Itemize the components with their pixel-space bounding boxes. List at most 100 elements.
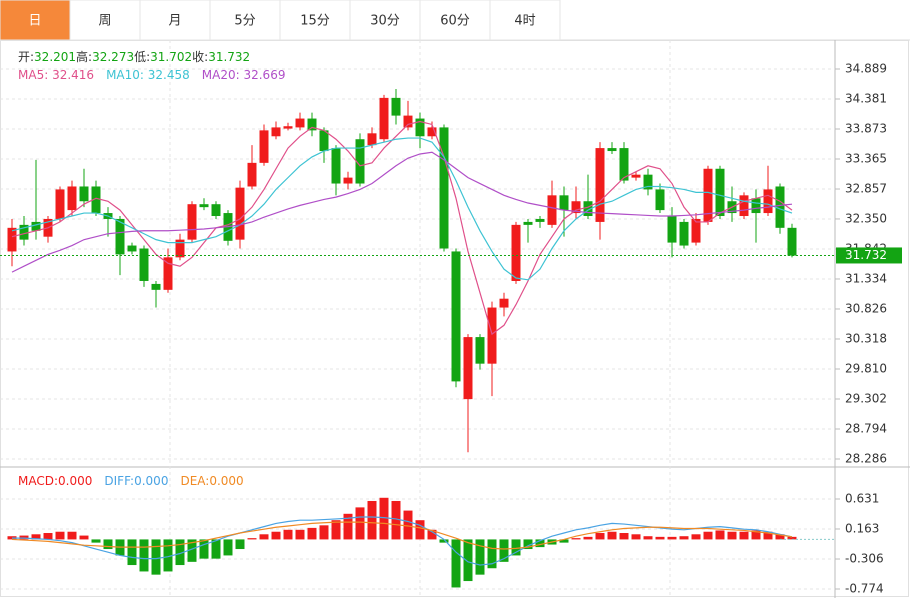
macd-bar <box>295 529 305 540</box>
macd-bar <box>715 530 725 540</box>
legend-name: MA20 <box>202 68 236 82</box>
macd-bar <box>727 531 737 540</box>
candle-body <box>259 130 269 163</box>
candle-body <box>439 127 449 249</box>
candle-body <box>7 227 17 252</box>
tab[interactable] <box>419 0 491 41</box>
y-tick-label: 30.318 <box>845 331 887 345</box>
candle-body <box>127 245 137 252</box>
candle-body <box>739 195 749 217</box>
candle-body <box>607 148 617 152</box>
legend-label: 开: <box>18 50 34 64</box>
last-price-box <box>836 247 902 264</box>
y-tick-label: 0.163 <box>845 521 879 535</box>
macd-bar <box>499 539 509 562</box>
tab-label[interactable]: 4时 <box>514 14 535 29</box>
legend-name: DIFF <box>104 474 131 488</box>
candle-body <box>511 224 521 281</box>
macd-bar <box>19 535 29 540</box>
macd-bar <box>151 539 161 575</box>
legend-name: MA5 <box>18 68 44 82</box>
candle-body <box>187 204 197 240</box>
y-tick-label: 28.794 <box>845 421 887 435</box>
legend-sep: : <box>54 474 58 488</box>
macd-bar <box>463 539 473 582</box>
candle-body <box>163 257 173 290</box>
candle-body <box>619 148 629 181</box>
macd-bar <box>535 539 545 548</box>
tab-label[interactable]: 5分 <box>234 14 255 29</box>
macd-bar <box>487 539 497 569</box>
legend-name: DEA <box>180 474 206 488</box>
candle-body <box>67 186 77 211</box>
candle-body <box>427 127 437 137</box>
legend-value: 31.732 <box>208 50 250 64</box>
macd-bar <box>259 534 269 540</box>
candle-body <box>463 337 473 400</box>
y-tick-label: 32.350 <box>845 211 887 225</box>
macd-bar <box>31 534 41 540</box>
legend-value: 32.458 <box>148 68 190 82</box>
tab-label[interactable]: 月 <box>168 14 181 29</box>
candle-body <box>631 174 641 178</box>
tab[interactable] <box>489 0 561 41</box>
macd-bar <box>79 535 89 540</box>
legend-value: 31.702 <box>150 50 192 64</box>
ma-line <box>11 137 793 281</box>
macd-bar <box>139 539 149 572</box>
macd-bar <box>475 539 485 575</box>
candle-body <box>667 216 677 243</box>
macd-bar <box>367 500 377 540</box>
dea-line <box>11 521 793 550</box>
candle-body <box>91 186 101 214</box>
macd-bar <box>43 533 53 540</box>
macd-bar <box>379 497 389 540</box>
candle-body <box>751 198 761 214</box>
candle-body <box>115 218 125 255</box>
y-tick-label: 34.381 <box>845 92 887 106</box>
legend-name: MACD <box>18 474 54 488</box>
tab-label[interactable]: 30分 <box>370 14 400 29</box>
macd-bar <box>163 539 173 572</box>
candle-body <box>787 227 797 256</box>
candle-body <box>571 201 581 214</box>
macd-bar <box>223 539 233 556</box>
candle-body <box>763 189 773 214</box>
candle-body <box>643 174 653 190</box>
macd-bar <box>235 539 245 550</box>
macd-bar <box>571 538 581 540</box>
macd-bar <box>691 534 701 540</box>
legend-value: 0.000 <box>134 474 168 488</box>
candle-body <box>559 195 569 211</box>
legend-sep: : <box>44 68 52 82</box>
macd-bar <box>787 536 797 540</box>
macd-bar <box>319 525 329 540</box>
y-tick-label: 32.857 <box>845 182 887 196</box>
macd-bar <box>739 531 749 540</box>
legend-label: 高: <box>76 49 92 64</box>
macd-bar <box>331 520 341 540</box>
candle-body <box>595 148 605 222</box>
tab-label[interactable]: 周 <box>98 14 111 29</box>
candle-body <box>31 221 41 231</box>
macd-bar <box>643 536 653 540</box>
tab-label[interactable]: 15分 <box>300 14 330 29</box>
candle-body <box>235 187 245 240</box>
tab-label[interactable]: 日 <box>28 14 41 29</box>
legend-value: 32.416 <box>52 68 94 82</box>
y-tick-label: 33.365 <box>845 152 887 166</box>
candle-body <box>703 168 713 222</box>
y-tick-label: 29.302 <box>845 391 887 405</box>
macd-bar <box>511 539 521 556</box>
macd-bar <box>355 507 365 540</box>
macd-bar <box>775 534 785 540</box>
candle-body <box>355 139 365 184</box>
tab-label[interactable]: 60分 <box>440 14 470 29</box>
legend-label: 收: <box>192 50 208 64</box>
ohlc-legend: 开:32.201高:32.273低:31.702收:31.732 <box>18 49 250 64</box>
macd-bar <box>583 536 593 540</box>
tab[interactable] <box>209 0 281 41</box>
candle-body <box>415 118 425 137</box>
macd-bar <box>199 539 209 559</box>
